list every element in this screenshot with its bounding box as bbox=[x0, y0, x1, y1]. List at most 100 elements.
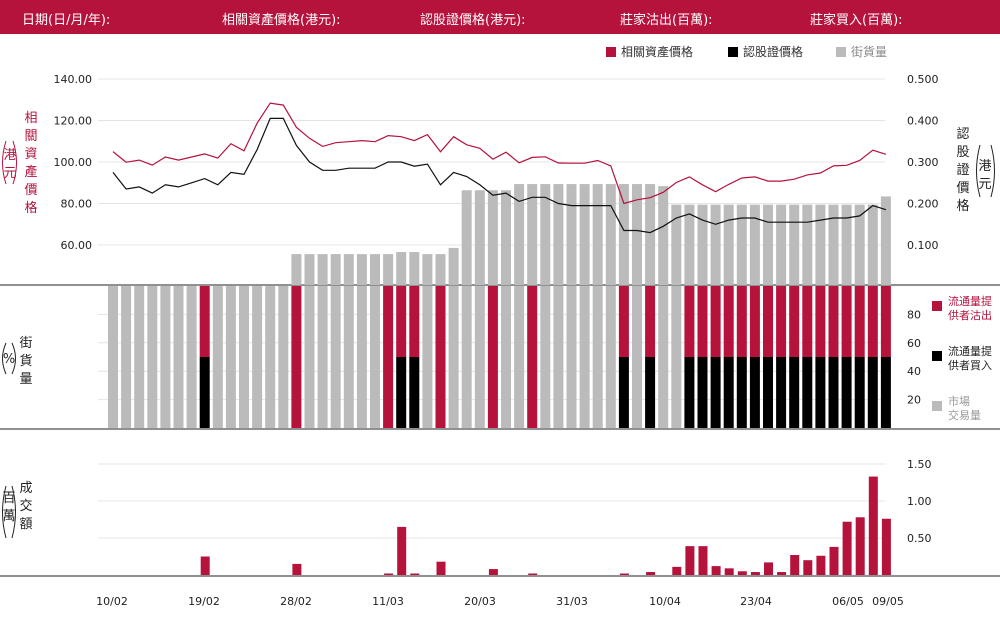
outstanding-bar bbox=[854, 204, 865, 285]
axis-unit-bracket bbox=[11, 342, 16, 375]
mid-axis-unit: % bbox=[3, 352, 15, 367]
mid-axis-tick: 20 bbox=[907, 394, 921, 407]
turnover-bar bbox=[803, 560, 813, 575]
outstanding-bar bbox=[632, 184, 642, 285]
liquidity-buy-bar bbox=[828, 357, 839, 428]
market-volume-bar bbox=[134, 286, 145, 428]
axis-unit-bracket bbox=[976, 144, 981, 198]
bottom-axis-tick: 0.50 bbox=[907, 532, 932, 545]
liquidity-sell-bar bbox=[789, 286, 800, 357]
market-volume-bar bbox=[422, 286, 433, 428]
outstanding-bar bbox=[435, 254, 446, 285]
market-volume-bar bbox=[186, 286, 197, 428]
outstanding-bar bbox=[592, 184, 603, 285]
bottom-axis-tick: 1.50 bbox=[907, 458, 932, 471]
side-legend-buy-text: 供者買入 bbox=[948, 358, 992, 372]
liquidity-sell-bar bbox=[199, 286, 210, 357]
turnover-bar bbox=[619, 573, 629, 575]
legend-black-swatch bbox=[728, 47, 738, 57]
axis-unit-bracket bbox=[2, 485, 7, 539]
liquidity-buy-bar bbox=[409, 357, 420, 428]
legend-red-swatch bbox=[606, 47, 616, 57]
date-tick: 19/02 bbox=[188, 595, 220, 608]
right-axis-title-char: 價 bbox=[956, 181, 969, 196]
outstanding-bar bbox=[356, 254, 367, 285]
liquidity-buy-bar bbox=[199, 357, 210, 428]
market-volume-bar bbox=[147, 286, 158, 428]
turnover-bar bbox=[855, 517, 865, 575]
market-volume-bar bbox=[592, 286, 603, 428]
left-axis-title-char: 關 bbox=[24, 129, 37, 144]
market-volume-bar bbox=[265, 286, 276, 428]
right-axis-tick: 0.200 bbox=[907, 198, 939, 211]
axis-unit-bracket bbox=[2, 342, 7, 375]
right-axis-tick: 0.400 bbox=[907, 115, 939, 128]
liquidity-sell-bar bbox=[867, 286, 878, 357]
outstanding-bar bbox=[487, 190, 498, 285]
market-volume-bar bbox=[108, 286, 118, 428]
market-volume-bar bbox=[514, 286, 525, 428]
turnover-bar bbox=[672, 566, 682, 575]
liquidity-buy-bar bbox=[815, 357, 826, 428]
right-axis-title-char: 證 bbox=[956, 162, 969, 178]
turnover-bar bbox=[698, 546, 708, 575]
side-legend-market-text: 交易量 bbox=[948, 408, 981, 422]
liquidity-sell-bar bbox=[723, 286, 734, 357]
market-volume-bar bbox=[448, 286, 459, 428]
market-volume-bar bbox=[553, 286, 564, 428]
turnover-bar bbox=[292, 563, 302, 575]
liquidity-buy-bar bbox=[867, 357, 878, 428]
axis-unit-bracket bbox=[2, 140, 7, 185]
turnover-bar bbox=[750, 572, 760, 575]
outstanding-bar bbox=[736, 204, 747, 285]
market-volume-bar bbox=[212, 286, 223, 428]
header-bar: 日期(日/月/年): 相關資產價格(港元): 認股證價格(港元): 莊家沽出(百… bbox=[0, 0, 1000, 34]
market-volume-bar bbox=[370, 286, 380, 428]
market-volume-bar bbox=[160, 286, 171, 428]
liquidity-buy-bar bbox=[645, 357, 656, 428]
market-volume-bar bbox=[671, 286, 682, 428]
market-volume-bar bbox=[501, 286, 511, 428]
mid-axis-tick: 60 bbox=[907, 337, 921, 350]
market-volume-bar bbox=[121, 286, 132, 428]
outstanding-bar bbox=[710, 204, 721, 285]
date-tick: 06/05 bbox=[832, 595, 864, 608]
turnover-bar bbox=[829, 546, 839, 575]
market-volume-bar bbox=[356, 286, 367, 428]
outstanding-bar bbox=[527, 184, 538, 285]
outstanding-bar bbox=[828, 204, 839, 285]
market-volume-bar bbox=[343, 286, 354, 428]
liquidity-buy-bar bbox=[710, 357, 721, 428]
header-date-label: 日期(日/月/年): bbox=[22, 13, 111, 28]
market-volume-bar bbox=[632, 286, 642, 428]
liquidity-buy-bar bbox=[749, 357, 760, 428]
market-volume-bar bbox=[540, 286, 551, 428]
outstanding-bar bbox=[566, 184, 577, 285]
liquidity-buy-bar bbox=[697, 357, 708, 428]
underlying-price-line bbox=[112, 102, 887, 205]
outstanding-bar bbox=[671, 204, 682, 285]
date-tick: 09/05 bbox=[872, 595, 904, 608]
market-volume-bar bbox=[304, 286, 315, 428]
outstanding-bar bbox=[579, 184, 590, 285]
outstanding-bar bbox=[658, 186, 669, 285]
liquidity-buy-bar bbox=[763, 357, 773, 428]
right-axis-title-char: 股 bbox=[956, 145, 969, 160]
turnover-bar bbox=[384, 573, 394, 575]
header-sell-label: 莊家沽出(百萬): bbox=[620, 13, 713, 28]
right-axis-title-char: 認 bbox=[956, 126, 969, 142]
outstanding-bar bbox=[723, 204, 734, 285]
liquidity-sell-bar bbox=[645, 286, 656, 357]
outstanding-bar bbox=[605, 184, 616, 285]
outstanding-bar bbox=[501, 190, 511, 285]
left-axis-title-char: 價 bbox=[24, 183, 37, 198]
outstanding-bar bbox=[697, 204, 708, 285]
market-volume-bar bbox=[461, 286, 472, 428]
liquidity-sell-bar bbox=[763, 286, 773, 357]
side-legend-buy-swatch bbox=[932, 351, 942, 361]
outstanding-bar bbox=[370, 254, 380, 285]
liquidity-sell-bar bbox=[435, 286, 446, 428]
mid-axis-title-char: 貨 bbox=[19, 353, 32, 369]
date-tick: 11/03 bbox=[372, 595, 404, 608]
turnover-bar bbox=[685, 546, 695, 575]
